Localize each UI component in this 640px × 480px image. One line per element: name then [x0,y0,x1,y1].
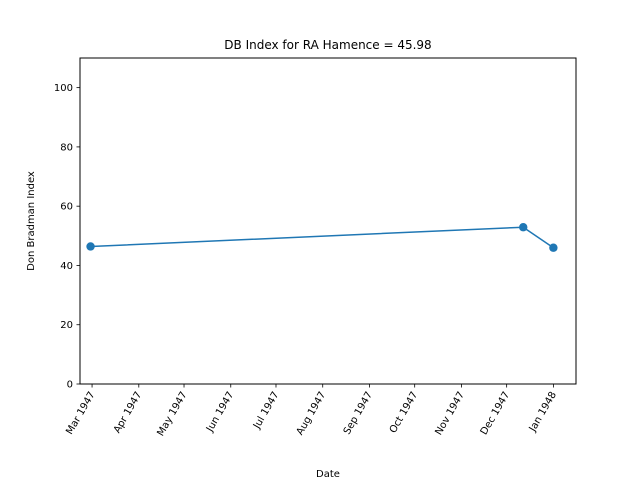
plot-frame [79,57,577,385]
y-tick-label: 40 [60,261,73,272]
data-point [549,243,558,252]
series-layer [86,223,558,252]
chart-title: DB Index for RA Hamence = 45.98 [224,38,431,52]
data-point [519,223,528,232]
y-axis-label: Don Bradman Index [26,171,37,271]
x-axis-label: Date [316,469,340,480]
y-tick-label: 0 [67,380,73,391]
y-tick-label: 100 [54,83,73,94]
y-axis-ticks: 0 20 40 60 80 100 [54,83,80,391]
y-tick-label: 80 [60,142,73,153]
y-tick-label: 60 [60,202,73,213]
y-tick-label: 20 [60,320,73,331]
data-point [86,242,95,251]
